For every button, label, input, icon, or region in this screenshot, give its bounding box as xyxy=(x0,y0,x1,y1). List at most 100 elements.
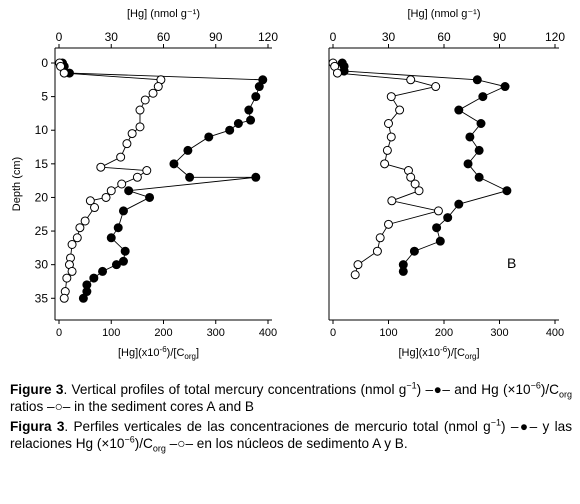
caption-es-sup2: −6 xyxy=(124,434,135,445)
top-tick-label: 60 xyxy=(437,30,451,44)
caption-es-text4: –○– en los núcleos de sedimento A y B. xyxy=(165,436,408,451)
bottom-tick-label: 200 xyxy=(435,327,453,339)
hg-corg-ratio-point xyxy=(406,172,416,182)
hg-corg-ratio-point xyxy=(384,219,393,229)
hg-corg-ratio-point xyxy=(386,132,396,142)
hg-point xyxy=(476,119,486,128)
hg-corg-ratio-point xyxy=(59,293,69,303)
caption-es-text2: ) –●– y las relaciones Hg (×10 xyxy=(10,419,572,451)
bottom-tick-label: 300 xyxy=(490,327,508,339)
hg-point xyxy=(254,82,264,92)
hg-point xyxy=(472,75,482,85)
hg-corg-ratio-point xyxy=(132,172,142,182)
hg-corg-ratio-point xyxy=(116,152,126,162)
hg-corg-ratio-point xyxy=(122,139,132,149)
hg-corg-ratio-point xyxy=(372,246,382,256)
hg-corg-ratio-point xyxy=(72,233,82,243)
bottom-tick-label: 200 xyxy=(154,327,172,339)
bottom-tick-label: 0 xyxy=(330,327,336,339)
hg-corg-ratio-point xyxy=(140,95,150,105)
caption-en-sup2: −6 xyxy=(530,380,541,391)
hg-corg-ratio-series-line xyxy=(332,62,439,275)
hg-corg-ratio-point xyxy=(67,266,77,276)
hg-corg-ratio-point xyxy=(96,162,106,172)
bottom-tick-label: 100 xyxy=(102,327,120,339)
hg-point xyxy=(118,206,128,216)
top-tick-label: 120 xyxy=(258,30,278,44)
top-tick-label: 30 xyxy=(105,30,119,44)
hg-corg-ratio-point xyxy=(90,203,100,213)
caption-en-text4: ratios –○– in the sediment cores A and B xyxy=(10,399,254,414)
top-tick-label: 30 xyxy=(382,30,396,44)
hg-corg-ratio-point xyxy=(431,82,441,92)
top-tick-label: 90 xyxy=(209,30,223,44)
hg-point xyxy=(502,186,512,196)
hg-corg-ratio-point xyxy=(67,240,77,249)
caption-es-label: Figura 3 xyxy=(10,419,65,434)
y-tick-label: 35 xyxy=(35,291,49,305)
hg-corg-ratio-point xyxy=(387,196,397,206)
hg-point xyxy=(465,132,475,142)
caption-spanish: Figura 3. Perfiles verticales de las con… xyxy=(10,418,572,454)
hg-series-line xyxy=(62,62,264,299)
hg-corg-ratio-point xyxy=(135,122,145,132)
hg-corg-ratio-point xyxy=(59,68,69,78)
hg-corg-ratio-point xyxy=(75,223,85,233)
hg-corg-ratio-point xyxy=(375,233,385,243)
hg-corg-ratio-point xyxy=(410,179,420,189)
caption-es-sub: org xyxy=(152,443,166,454)
hg-corg-ratio-point xyxy=(406,75,416,85)
hg-corg-ratio-point xyxy=(414,186,424,196)
hg-point xyxy=(225,125,235,135)
hg-point xyxy=(398,266,408,276)
caption-es-text3: )/C xyxy=(134,436,153,451)
hg-point xyxy=(474,145,484,155)
hg-point xyxy=(435,236,445,246)
top-tick-label: 120 xyxy=(545,30,565,44)
top-tick-label: 90 xyxy=(493,30,507,44)
caption-en-sub: org xyxy=(558,389,572,400)
hg-corg-ratio-point xyxy=(117,179,127,189)
hg-point xyxy=(145,192,155,202)
bottom-tick-label: 400 xyxy=(259,327,277,339)
hg-corg-ratio-point xyxy=(384,119,393,128)
hg-point xyxy=(124,186,134,196)
caption-en-text3: )/C xyxy=(540,382,559,397)
hg-corg-ratio-point xyxy=(153,82,163,92)
hg-point xyxy=(443,213,453,223)
caption-es-text1: . Perfiles verticales de las concentraci… xyxy=(64,419,491,434)
hg-corg-ratio-point xyxy=(56,61,66,71)
y-tick-label: 15 xyxy=(35,157,49,171)
bottom-tick-label: 300 xyxy=(207,327,225,339)
hg-point xyxy=(111,260,121,270)
hg-point xyxy=(478,92,488,102)
top-tick-label: 0 xyxy=(56,30,63,44)
hg-point xyxy=(78,293,88,303)
hg-corg-ratio-point xyxy=(350,270,360,280)
hg-corg-ratio-point xyxy=(80,216,90,226)
hg-point xyxy=(251,92,261,102)
hg-point xyxy=(454,199,464,209)
hg-point xyxy=(432,223,442,233)
hg-point xyxy=(113,223,123,233)
hg-point xyxy=(244,105,254,115)
hg-corg-ratio-point xyxy=(332,68,342,78)
hg-corg-ratio-point xyxy=(395,105,405,115)
hg-point xyxy=(204,132,214,142)
hg-point xyxy=(106,233,116,243)
caption-en-text2: ) –●– and Hg (×10 xyxy=(416,382,531,397)
hg-corg-ratio-point xyxy=(433,206,443,216)
hg-point xyxy=(169,159,179,169)
caption-en-text1: . Vertical profiles of total mercury con… xyxy=(63,382,407,397)
bottom-tick-label: 400 xyxy=(546,327,564,339)
top-axis-title: [Hg] (nmol g⁻¹) xyxy=(407,8,480,20)
y-axis-title: Depth (cm) xyxy=(11,157,23,211)
y-tick-label: 20 xyxy=(35,190,49,204)
top-tick-label: 0 xyxy=(330,30,337,44)
hg-corg-ratio-point xyxy=(353,260,363,270)
hg-point xyxy=(500,82,510,92)
hg-corg-ratio-point xyxy=(62,273,72,283)
y-tick-label: 0 xyxy=(41,56,48,70)
hg-point xyxy=(120,246,130,256)
